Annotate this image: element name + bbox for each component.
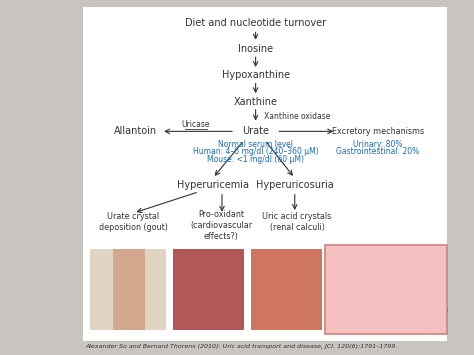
FancyBboxPatch shape <box>113 248 145 330</box>
Text: Uric acid crystals
(renal calculi): Uric acid crystals (renal calculi) <box>263 212 332 232</box>
FancyBboxPatch shape <box>90 248 166 330</box>
Text: Gastrointestinal: 20%: Gastrointestinal: 20% <box>336 147 419 157</box>
Text: Pro-oxidant
(cardiovascular
effects?): Pro-oxidant (cardiovascular effects?) <box>190 210 252 241</box>
Text: Uricase: Uricase <box>182 120 210 130</box>
Text: Excretory mechanisms: Excretory mechanisms <box>332 127 424 136</box>
Text: Urinary: 80%: Urinary: 80% <box>353 140 402 149</box>
Text: Human: 4–6 mg/dl (240–360 μM): Human: 4–6 mg/dl (240–360 μM) <box>193 147 319 157</box>
Text: Urate: Urate <box>242 126 269 136</box>
Text: Normal serum level: Normal serum level <box>218 140 293 149</box>
Text: or: or <box>336 283 348 293</box>
Text: Hypoxanthine: Hypoxanthine <box>221 70 290 80</box>
Text: Urate crystal
deposition (gout): Urate crystal deposition (gout) <box>99 212 168 232</box>
FancyBboxPatch shape <box>83 7 447 341</box>
Text: Hyperuricemia: Hyperuricemia <box>177 180 249 190</box>
Text: Parenchymal disease: Parenchymal disease <box>336 305 449 314</box>
Text: Diet and nucleotide turnover: Diet and nucleotide turnover <box>185 18 326 28</box>
Text: Hyperuricosuria: Hyperuricosuria <box>256 180 334 190</box>
FancyBboxPatch shape <box>251 248 322 330</box>
Text: Reno-vascular: Reno-vascular <box>336 262 419 272</box>
Text: Inosine: Inosine <box>238 44 273 54</box>
Text: Mouse: <1 mg/dl (60 μM): Mouse: <1 mg/dl (60 μM) <box>207 155 304 164</box>
Text: Allantoin: Allantoin <box>114 126 157 136</box>
Text: Xanthine: Xanthine <box>234 97 278 106</box>
Text: Xanthine oxidase: Xanthine oxidase <box>264 112 330 121</box>
FancyBboxPatch shape <box>173 248 244 330</box>
FancyBboxPatch shape <box>325 245 447 334</box>
Text: Alexander So and Bernard Thorens (2010): Uric acid transport and disease, JCI. 1: Alexander So and Bernard Thorens (2010):… <box>85 344 398 349</box>
